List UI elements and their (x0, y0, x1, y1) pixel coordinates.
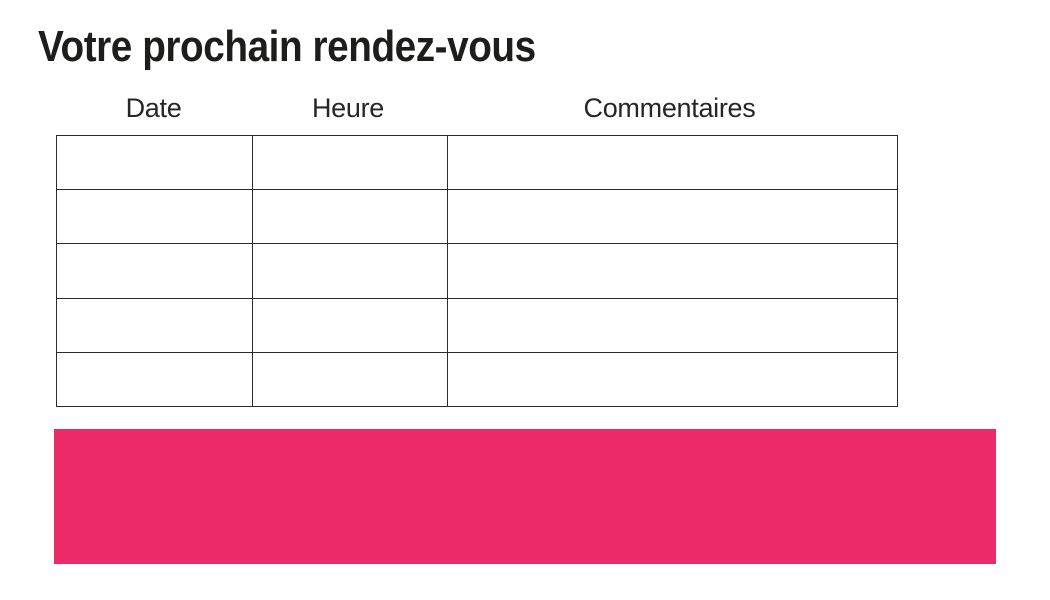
cell-heure (252, 351, 448, 408)
table-row (56, 189, 898, 245)
cell-commentaires (447, 297, 898, 353)
cell-commentaires (447, 351, 898, 408)
appointments-table (56, 134, 898, 408)
table-header-row: Date Heure Commentaires (56, 92, 894, 124)
column-header-date: Date (125, 93, 182, 123)
table-row (56, 351, 898, 408)
cell-date (56, 351, 253, 408)
cell-commentaires (447, 243, 898, 299)
cell-heure (252, 297, 448, 353)
cell-heure (252, 189, 448, 245)
cell-date (56, 297, 253, 353)
cell-heure (252, 134, 448, 191)
column-header-commentaires: Commentaires (583, 93, 756, 123)
column-header-heure: Heure (311, 93, 385, 123)
cell-commentaires (447, 134, 898, 191)
cell-date (56, 243, 253, 299)
cell-date (56, 189, 253, 245)
table-row (56, 134, 898, 191)
table-row (56, 243, 898, 299)
pink-banner (54, 429, 996, 564)
table-row (56, 297, 898, 353)
cell-date (56, 134, 253, 191)
cell-heure (252, 243, 448, 299)
page-title: Votre prochain rendez-vous (38, 22, 536, 71)
cell-commentaires (447, 189, 898, 245)
